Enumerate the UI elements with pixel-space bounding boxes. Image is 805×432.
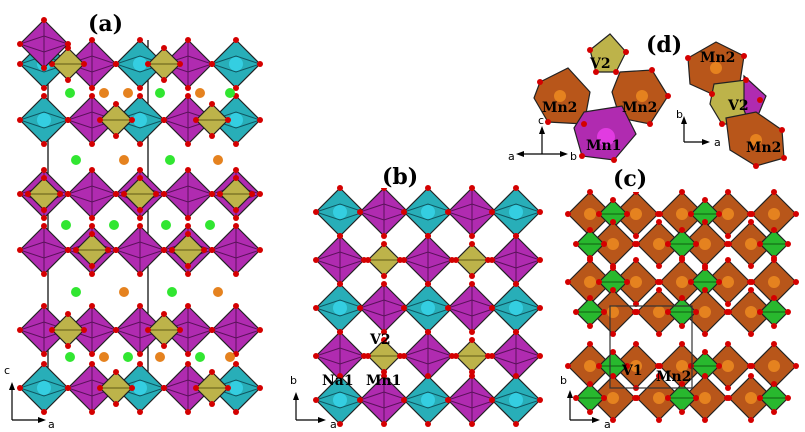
axis-c-label: c <box>538 114 544 127</box>
atom-label-v1: V1 <box>621 363 643 379</box>
polyhedra-grid-b <box>312 184 544 428</box>
axes-c: b a <box>560 374 611 431</box>
atom-label-mn2: Mn2 <box>700 50 735 66</box>
polyhedra-layer-a2 <box>16 166 264 278</box>
axis-a-label: a <box>48 418 55 431</box>
axis-a-label: a <box>508 150 515 163</box>
panel-b-label: (b) <box>382 164 418 190</box>
panel-c-label: (c) <box>613 166 647 192</box>
na-sites-row <box>65 352 235 362</box>
axis-c-label: c <box>4 364 10 377</box>
axes-d-right: b a <box>676 108 721 149</box>
panel-c: (c) V1 Mn2 b a <box>560 164 800 431</box>
axis-a-label: a <box>714 136 721 149</box>
atom-label-v2: V2 <box>589 56 611 72</box>
panel-a: (a) c a <box>4 8 264 431</box>
cluster-d-right <box>685 41 787 169</box>
panel-d-label: (d) <box>646 32 682 58</box>
atom-label-mn1: Mn1 <box>586 138 621 154</box>
panel-b: (b) V2 Na1 Mn1 b a <box>290 160 544 431</box>
axis-a-label: a <box>330 418 337 431</box>
axis-b-label: b <box>560 374 567 387</box>
atom-label-na1: Na1 <box>322 373 354 389</box>
axes-a: c a <box>4 364 55 431</box>
atom-label-v2: V2 <box>727 98 749 114</box>
atom-label-mn2: Mn2 <box>656 369 691 385</box>
polyhedra-layer-a1 <box>16 16 264 148</box>
axis-b-label: b <box>570 150 577 163</box>
axes-b: b a <box>290 374 337 431</box>
axes-d-left: c a b <box>508 114 577 163</box>
atom-label-mn2: Mn2 <box>542 100 577 116</box>
panel-a-label: (a) <box>88 11 123 37</box>
axis-a-label: a <box>604 418 611 431</box>
cluster-d-left <box>533 33 671 163</box>
unit-cell-box <box>609 305 693 389</box>
axis-b-label: b <box>290 374 297 387</box>
atom-label-mn2: Mn2 <box>622 100 657 116</box>
atom-label-mn1: Mn1 <box>366 373 401 389</box>
axis-b-label: b <box>676 108 683 121</box>
na-sites-row <box>65 88 235 165</box>
chain-c2 <box>564 256 800 338</box>
na-sites-row <box>61 220 223 297</box>
atom-label-mn2: Mn2 <box>746 140 781 156</box>
atom-label-v2: V2 <box>369 332 391 348</box>
panel-d: V2 Mn2 Mn2 Mn1 Mn2 V2 Mn2 (d) c a b <box>508 32 787 169</box>
